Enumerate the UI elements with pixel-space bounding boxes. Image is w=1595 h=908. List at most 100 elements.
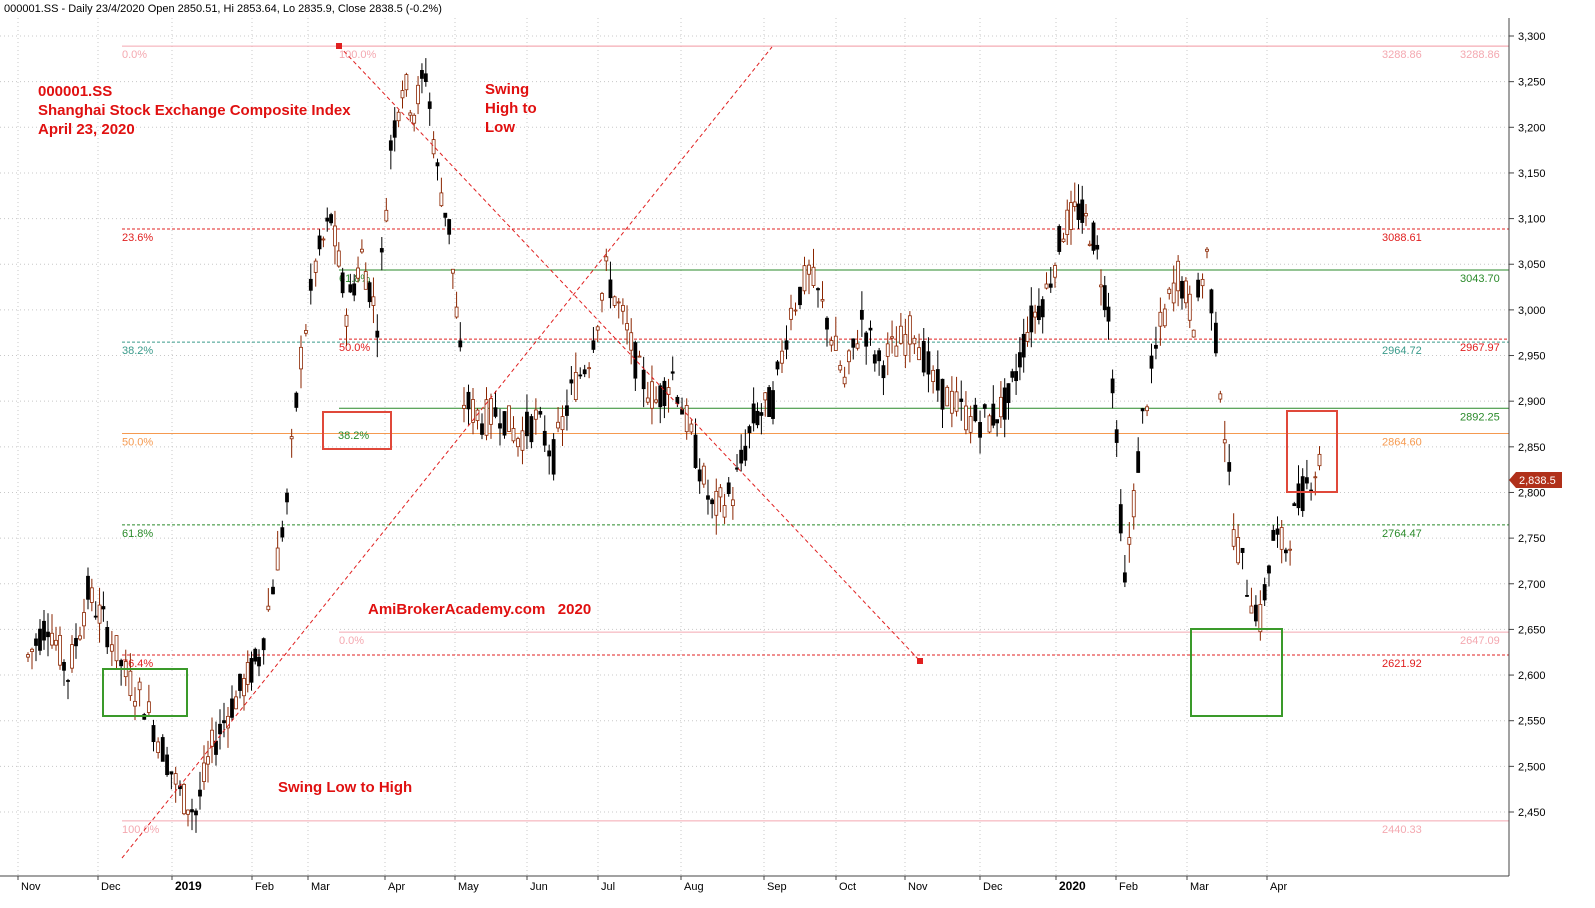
candle-body <box>912 337 917 345</box>
candle-body <box>755 410 760 426</box>
candle-body <box>275 547 280 571</box>
fib-low-high-value-label: 2440.33 <box>1382 824 1422 836</box>
candle-body <box>701 465 706 485</box>
red-box-38-label <box>322 411 392 450</box>
candle-body <box>747 426 752 434</box>
x-tick-label: Apr <box>388 881 405 893</box>
candle-body <box>587 367 592 370</box>
candle-body <box>93 615 98 618</box>
candle-body <box>763 392 768 401</box>
candle-body <box>1084 213 1088 217</box>
y-tick-label: 3,050 <box>1518 259 1546 271</box>
candle-body <box>321 238 326 241</box>
fib-high-low-pct-label: 61.8% <box>339 273 370 285</box>
candle-body <box>1080 199 1085 223</box>
candle-body <box>987 415 992 433</box>
candle-body <box>340 272 345 294</box>
candle-body <box>529 416 534 443</box>
candle-body <box>560 416 565 431</box>
title-index-name: Shanghai Stock Exchange Composite Index <box>38 102 351 119</box>
swing-low-high-label: Swing Low to High <box>278 779 412 796</box>
candle-body <box>1171 282 1176 304</box>
candle-body <box>507 405 511 432</box>
candle-body <box>186 809 190 815</box>
candle-body <box>1037 305 1041 321</box>
candle-body <box>693 434 698 468</box>
candle-body <box>811 266 816 286</box>
fib-high-low-value-label: 3288.86 <box>1460 49 1500 61</box>
candle-body <box>600 293 604 301</box>
candle-body <box>855 343 860 349</box>
candle-body <box>74 638 78 647</box>
candle-body <box>1048 283 1053 288</box>
candle-body <box>775 361 780 370</box>
candle-body <box>684 405 689 433</box>
candle-body <box>234 696 238 710</box>
y-tick-label: 3,300 <box>1518 31 1546 43</box>
fib-low-high-pct-label: 50.0% <box>122 436 153 448</box>
candle-body <box>502 411 507 436</box>
candle-body <box>525 411 529 437</box>
last-price-label: 2,838.5 <box>1519 475 1556 487</box>
candle-body <box>190 809 194 813</box>
candle-body <box>872 354 877 364</box>
candle-body <box>89 587 94 603</box>
candle-body <box>890 336 894 339</box>
y-tick-label: 2,450 <box>1518 807 1546 819</box>
candle-body <box>847 350 851 363</box>
fib-high-low-pct-label: 50.0% <box>339 342 370 354</box>
candle-body <box>119 660 124 667</box>
candle-body <box>1154 344 1158 349</box>
x-tick-label: Dec <box>983 881 1003 893</box>
y-tick-label: 2,850 <box>1518 442 1546 454</box>
candle-body <box>859 309 864 320</box>
candle-body <box>1288 548 1292 551</box>
candle-body <box>547 450 552 457</box>
candle-body <box>1069 202 1073 230</box>
x-tick-label: Dec <box>101 881 121 893</box>
x-tick-label: Apr <box>1270 881 1287 893</box>
candle-body <box>789 307 793 320</box>
candle-body <box>194 810 198 816</box>
candle-body <box>404 74 409 91</box>
candle-body <box>165 754 169 776</box>
swing-high-low-label-1: Swing <box>485 81 529 98</box>
candle-body <box>1267 565 1271 574</box>
candle-body <box>633 342 638 379</box>
candle-body <box>612 296 617 306</box>
candle-body <box>868 327 873 331</box>
candle-body <box>230 698 234 718</box>
y-tick-label: 2,500 <box>1518 761 1546 773</box>
candle-body <box>842 376 847 385</box>
y-tick-label: 2,900 <box>1518 396 1546 408</box>
fib-low-high-value-label: 3288.86 <box>1382 49 1422 61</box>
candle-body <box>1118 504 1123 534</box>
fib-high-low-pct-label: 0.0% <box>339 635 364 647</box>
candle-body <box>1162 308 1167 327</box>
candle-body <box>156 741 161 754</box>
x-tick-label: May <box>458 881 479 893</box>
fib-high-low-value-label: 3043.70 <box>1460 273 1500 285</box>
candle-body <box>471 399 475 423</box>
candle-body <box>151 725 156 743</box>
candle-body <box>582 369 587 375</box>
candle-body <box>34 638 38 646</box>
candle-body <box>621 305 625 312</box>
candle-body <box>101 606 106 610</box>
candle-body <box>427 101 432 109</box>
candle-body <box>435 162 440 167</box>
y-tick-label: 2,950 <box>1518 351 1546 363</box>
candle-body <box>784 340 789 350</box>
candle-body <box>973 404 978 422</box>
x-tick-label: Feb <box>255 881 274 893</box>
candle-body <box>1187 293 1192 321</box>
candle-body <box>303 330 308 334</box>
candle-body <box>1127 537 1132 545</box>
candle-body <box>1296 483 1301 509</box>
chart-header: 000001.SS - Daily 23/4/2020 Open 2850.51… <box>4 3 442 15</box>
candle-body <box>454 306 459 318</box>
candle-body <box>1200 278 1205 287</box>
candle-body <box>245 662 250 685</box>
candle-body <box>1222 439 1227 444</box>
